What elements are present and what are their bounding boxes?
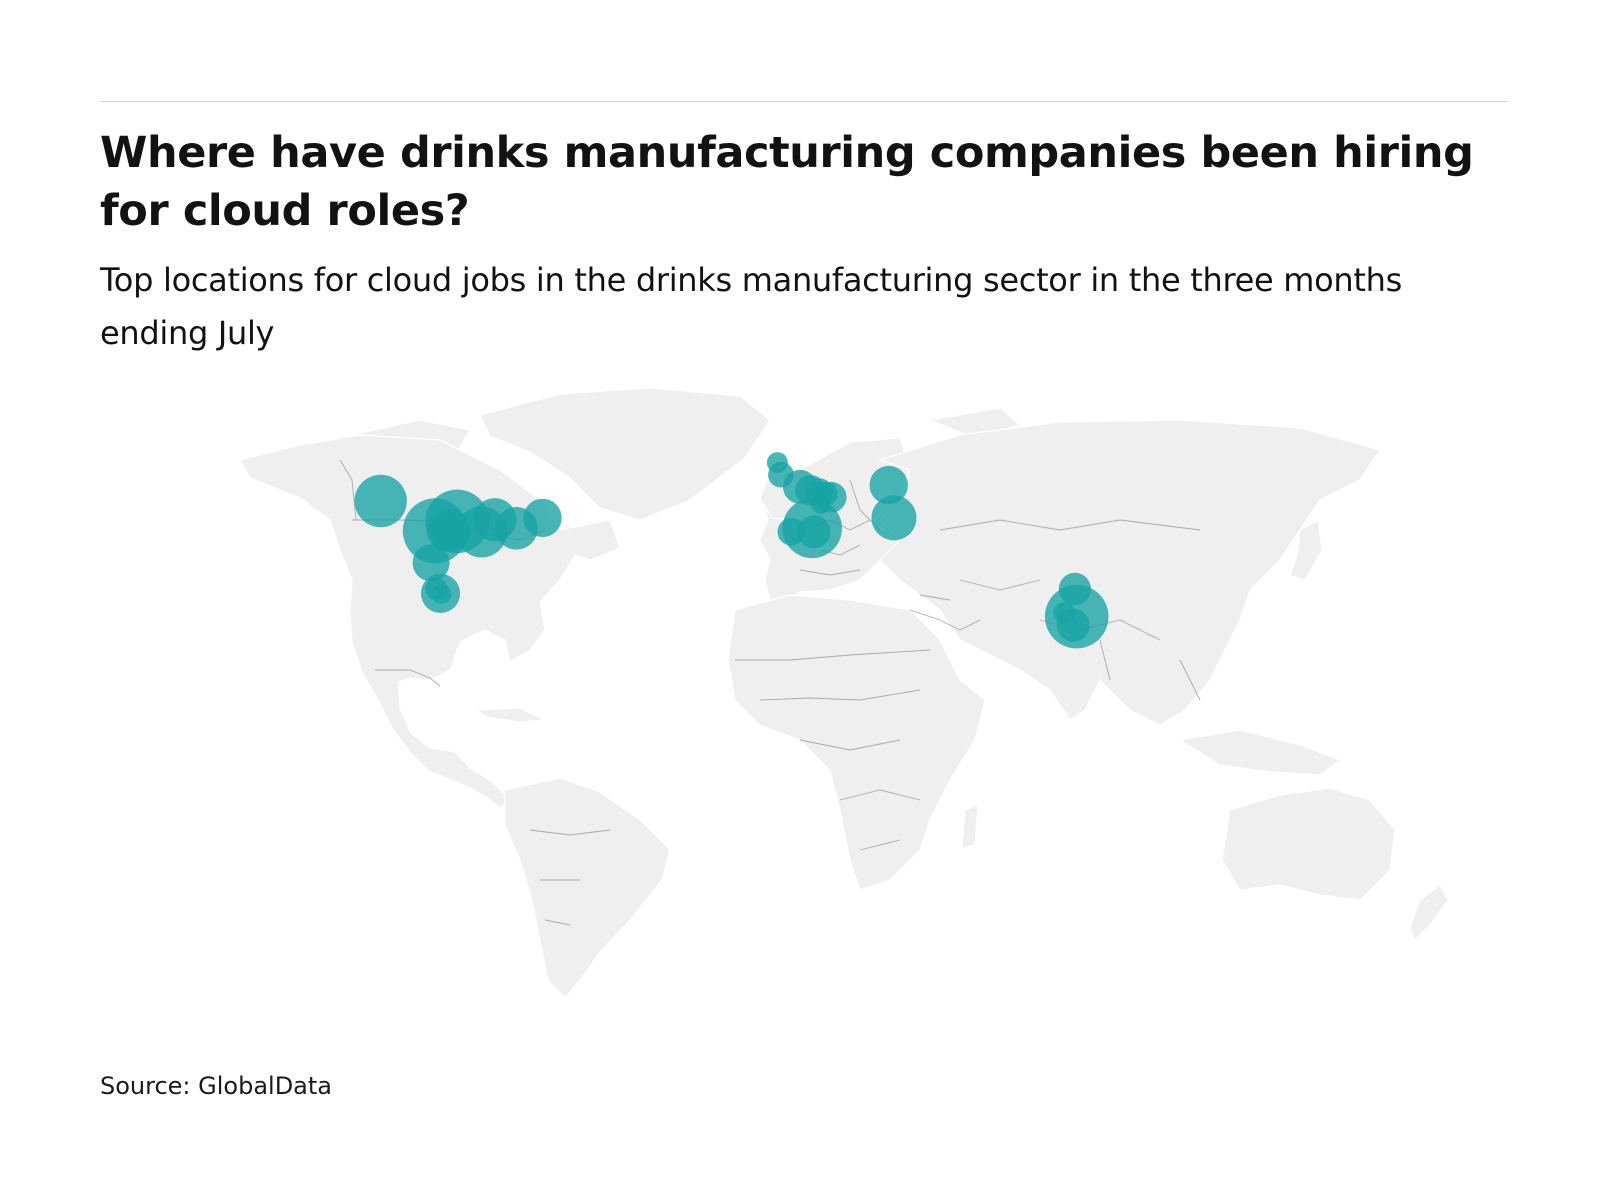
location-bubble-23 (777, 518, 806, 546)
top-divider (100, 101, 1508, 102)
south-america-borders (529, 829, 611, 926)
southeast-asia-islands (1178, 729, 1342, 776)
alaska-border (339, 459, 357, 521)
chart-title: Where have drinks manufacturing companie… (100, 128, 1474, 236)
location-bubble-25 (869, 465, 908, 505)
japan (1289, 519, 1323, 581)
new-zealand (1409, 884, 1449, 942)
middle-east-borders (909, 594, 981, 631)
world-map (0, 380, 1600, 1020)
location-bubble-30 (1053, 602, 1076, 625)
location-bubble-24 (811, 494, 831, 514)
madagascar (961, 804, 979, 849)
australia (1221, 787, 1396, 901)
south-america (504, 777, 671, 999)
location-bubble-1 (354, 474, 407, 528)
bubble-layer (354, 452, 1109, 649)
africa-borders (735, 649, 931, 851)
asia (878, 419, 1381, 726)
location-bubble-9 (523, 498, 562, 538)
location-bubble-13 (431, 584, 452, 604)
location-bubble-10 (412, 544, 450, 582)
africa (727, 594, 986, 891)
location-bubble-22 (797, 515, 831, 549)
greenland (479, 387, 771, 521)
land-layer (239, 387, 1449, 999)
source-note: Source: GlobalData (100, 1072, 333, 1100)
north-america (239, 434, 621, 809)
world-map-svg (239, 387, 1449, 999)
location-bubble-26 (871, 495, 917, 541)
caribbean (472, 707, 548, 723)
chart-subtitle: Top locations for cloud jobs in the drin… (100, 261, 1403, 352)
us-mexico-border (375, 669, 441, 687)
